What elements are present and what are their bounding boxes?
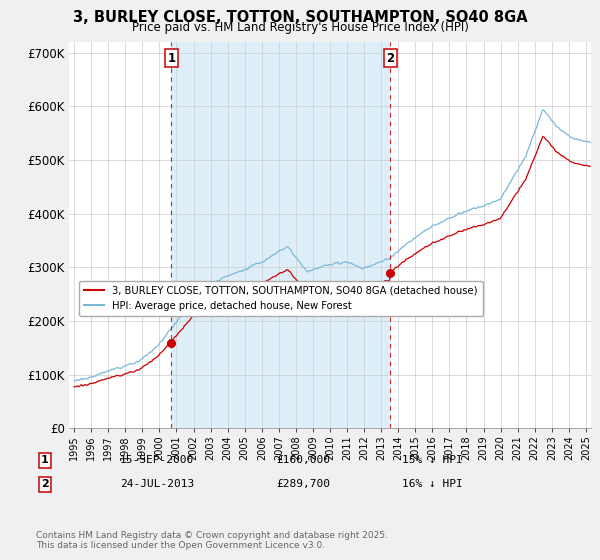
Text: 3, BURLEY CLOSE, TOTTON, SOUTHAMPTON, SO40 8GA: 3, BURLEY CLOSE, TOTTON, SOUTHAMPTON, SO… <box>73 10 527 25</box>
Legend: 3, BURLEY CLOSE, TOTTON, SOUTHAMPTON, SO40 8GA (detached house), HPI: Average pr: 3, BURLEY CLOSE, TOTTON, SOUTHAMPTON, SO… <box>79 281 483 316</box>
Text: £289,700: £289,700 <box>276 479 330 489</box>
Text: 2: 2 <box>41 479 49 489</box>
Text: Contains HM Land Registry data © Crown copyright and database right 2025.
This d: Contains HM Land Registry data © Crown c… <box>36 530 388 550</box>
Text: £160,000: £160,000 <box>276 455 330 465</box>
Text: 15-SEP-2000: 15-SEP-2000 <box>120 455 194 465</box>
Text: 24-JUL-2013: 24-JUL-2013 <box>120 479 194 489</box>
Text: 1: 1 <box>41 455 49 465</box>
Bar <box>172 42 391 428</box>
Text: Price paid vs. HM Land Registry's House Price Index (HPI): Price paid vs. HM Land Registry's House … <box>131 21 469 34</box>
Text: 2: 2 <box>386 52 394 64</box>
Text: 16% ↓ HPI: 16% ↓ HPI <box>402 479 463 489</box>
Text: 15% ↓ HPI: 15% ↓ HPI <box>402 455 463 465</box>
Text: 1: 1 <box>167 52 176 64</box>
